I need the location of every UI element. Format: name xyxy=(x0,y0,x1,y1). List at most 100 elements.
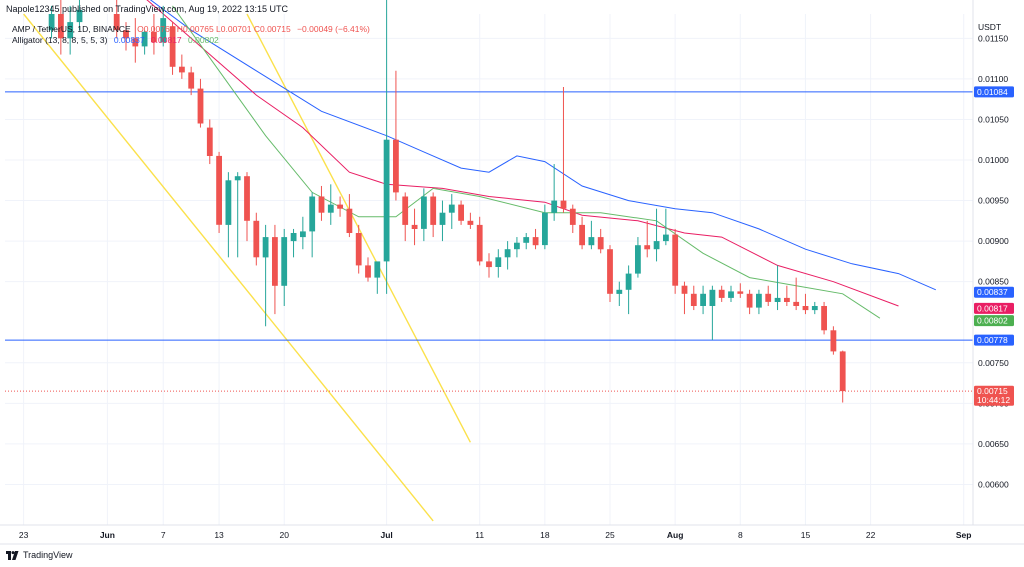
candle[interactable] xyxy=(346,194,353,238)
candle[interactable] xyxy=(560,87,567,213)
candle[interactable] xyxy=(281,228,288,306)
candle[interactable] xyxy=(663,208,669,246)
candle[interactable] xyxy=(681,281,688,315)
candle[interactable] xyxy=(225,172,232,258)
candle-body xyxy=(542,212,548,246)
candle[interactable] xyxy=(765,285,772,306)
candle[interactable] xyxy=(709,285,716,341)
candle[interactable] xyxy=(793,277,800,311)
candle[interactable] xyxy=(402,192,409,242)
candle[interactable] xyxy=(653,208,660,262)
candle[interactable] xyxy=(216,151,222,233)
candle[interactable] xyxy=(327,184,334,225)
symbol-legend[interactable]: AMP / TetherUS, 1D, BINANCE O0.00764 H0.… xyxy=(12,24,370,34)
candle[interactable] xyxy=(579,216,585,250)
candle[interactable] xyxy=(206,119,213,165)
candle[interactable] xyxy=(737,283,744,298)
candle[interactable] xyxy=(337,196,343,217)
candle-body xyxy=(774,297,781,302)
alligator-lips-line xyxy=(172,5,881,319)
candle[interactable] xyxy=(411,208,418,246)
candle[interactable] xyxy=(635,237,641,278)
time-tick-label: 8 xyxy=(738,530,743,540)
candle[interactable] xyxy=(746,289,753,315)
candle[interactable] xyxy=(690,285,697,311)
candle[interactable] xyxy=(476,216,483,266)
candle[interactable] xyxy=(625,265,632,315)
candle-body xyxy=(402,196,409,225)
candle[interactable] xyxy=(784,285,790,306)
candle[interactable] xyxy=(542,204,548,250)
candle-body xyxy=(67,22,74,39)
candle[interactable] xyxy=(439,200,446,242)
candle[interactable] xyxy=(113,0,120,39)
candle[interactable] xyxy=(309,192,316,258)
trendline[interactable] xyxy=(23,13,434,522)
candle[interactable] xyxy=(58,0,64,55)
candle[interactable] xyxy=(151,14,157,55)
candle[interactable] xyxy=(141,30,148,55)
candle[interactable] xyxy=(728,285,734,302)
candle[interactable] xyxy=(700,285,706,315)
candle[interactable] xyxy=(272,224,278,315)
candle[interactable] xyxy=(523,233,530,250)
candle[interactable] xyxy=(597,228,604,254)
candle[interactable] xyxy=(67,5,74,55)
candle[interactable] xyxy=(718,285,725,302)
candle[interactable] xyxy=(448,194,455,229)
candle[interactable] xyxy=(300,216,306,250)
candle[interactable] xyxy=(811,301,818,315)
candle[interactable] xyxy=(486,253,492,278)
candle[interactable] xyxy=(383,0,390,294)
candle[interactable] xyxy=(197,78,204,128)
candle[interactable] xyxy=(774,265,781,311)
candle[interactable] xyxy=(830,326,837,355)
candle[interactable] xyxy=(262,224,269,327)
candle[interactable] xyxy=(234,172,241,258)
candle-body xyxy=(560,200,567,209)
candle-body xyxy=(141,31,148,47)
candle[interactable] xyxy=(76,0,83,31)
candle[interactable] xyxy=(504,241,511,270)
jaw-value: 0.00837 xyxy=(113,35,145,45)
candle[interactable] xyxy=(430,192,437,238)
candle[interactable] xyxy=(756,289,762,315)
candle[interactable] xyxy=(132,18,139,63)
candle[interactable] xyxy=(514,237,520,258)
candle[interactable] xyxy=(160,5,167,47)
candle[interactable] xyxy=(839,350,846,403)
candle[interactable] xyxy=(495,249,502,278)
candle[interactable] xyxy=(532,228,539,250)
candle[interactable] xyxy=(253,212,260,266)
candle[interactable] xyxy=(551,164,558,221)
candle[interactable] xyxy=(355,224,362,274)
candle[interactable] xyxy=(318,185,325,221)
candle[interactable] xyxy=(672,228,679,294)
candle-body xyxy=(821,306,827,331)
indicator-legend[interactable]: Alligator (13, 8, 8, 5, 5, 3) 0.00837 0.… xyxy=(12,35,219,45)
candle[interactable] xyxy=(188,66,195,96)
candle[interactable] xyxy=(644,220,651,258)
candle[interactable] xyxy=(821,301,827,335)
candle[interactable] xyxy=(569,204,576,233)
candle[interactable] xyxy=(365,257,371,282)
candle[interactable] xyxy=(458,200,464,225)
candle[interactable] xyxy=(467,212,474,229)
candle[interactable] xyxy=(607,245,613,302)
candle[interactable] xyxy=(616,281,623,306)
candle[interactable] xyxy=(244,172,250,242)
candle[interactable] xyxy=(179,54,185,79)
candle[interactable] xyxy=(123,22,129,51)
candle[interactable] xyxy=(588,220,595,250)
candle[interactable] xyxy=(802,293,809,315)
candle[interactable] xyxy=(48,5,55,39)
candle[interactable] xyxy=(169,22,176,75)
candle[interactable] xyxy=(421,188,427,242)
candle[interactable] xyxy=(393,70,399,201)
candle[interactable] xyxy=(290,228,297,258)
time-tick-label: 15 xyxy=(801,530,811,540)
price-label-badge: 0.00802 xyxy=(974,315,1014,327)
tradingview-logo[interactable]: TradingView xyxy=(6,550,73,560)
candle[interactable] xyxy=(374,261,381,294)
